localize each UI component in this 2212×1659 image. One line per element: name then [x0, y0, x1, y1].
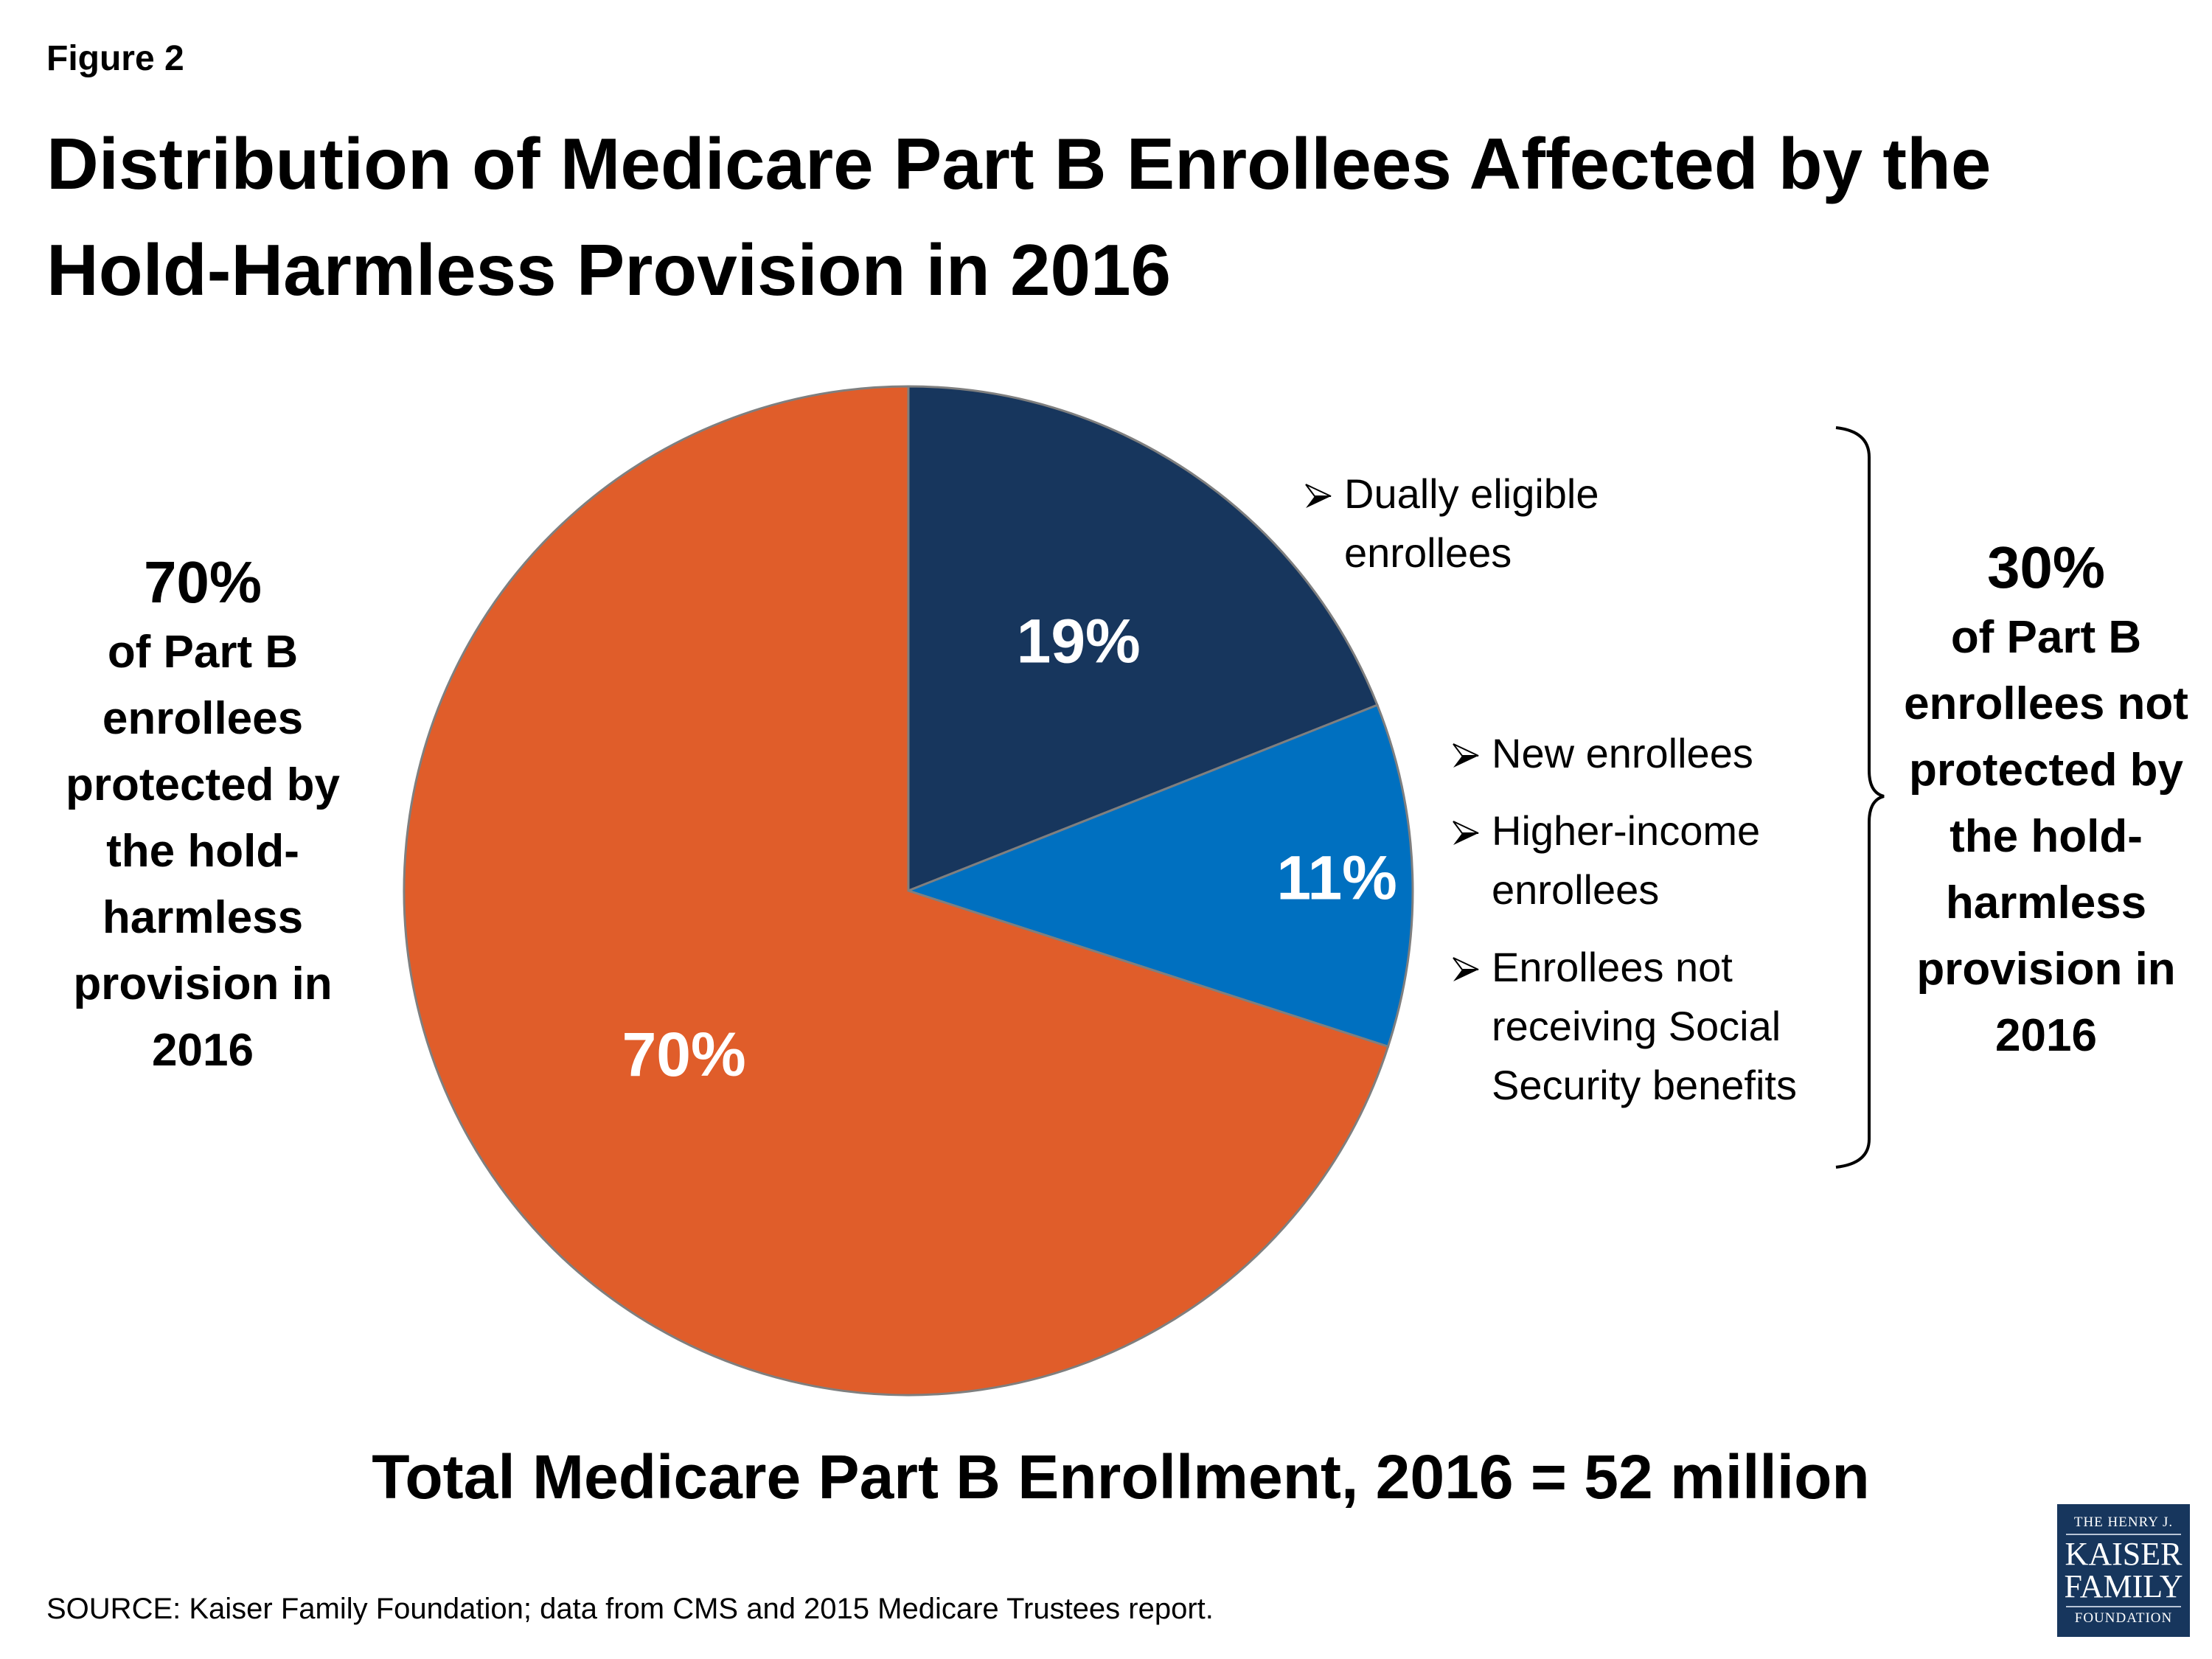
arrow-bullet-icon — [1450, 938, 1483, 997]
logo-text: FOUNDATION — [2074, 1610, 2173, 1626]
right-note-pct: 30% — [1986, 535, 2106, 600]
bullet-text: enrollees — [1344, 529, 1512, 576]
bullet-text: Enrollees not — [1492, 944, 1733, 990]
left-note: 70% of Part B enrollees protected by the ho… — [26, 546, 380, 1084]
logo-text: KAISER — [2065, 1536, 2183, 1572]
logo-text: THE HENRY J. — [2073, 1514, 2174, 1530]
left-note-line: the hold- — [106, 826, 299, 877]
right-note-line: 2016 — [1995, 1010, 2097, 1061]
bullet-text: New enrollees — [1492, 730, 1753, 776]
right-note-line: of Part B — [1950, 612, 2142, 663]
arrow-bullet-icon — [1450, 801, 1483, 860]
bullet-text: receiving Social — [1492, 1003, 1781, 1049]
title-line-1: Distribution of Medicare Part B Enrollee… — [46, 123, 1992, 204]
slice-label: 70% — [622, 1020, 746, 1089]
arrow-bullet-icon — [1303, 465, 1335, 524]
bullet-item: New enrollees — [1453, 724, 1797, 783]
left-note-pct: 70% — [143, 549, 262, 615]
left-note-line: 2016 — [152, 1025, 254, 1076]
chart-title: Distribution of Medicare Part B Enrollee… — [46, 111, 2185, 323]
pie-slice-11 — [905, 703, 1414, 1048]
left-note-line: provision in — [73, 959, 333, 1009]
right-note-line: provision in — [1916, 944, 2176, 995]
logo-text: FAMILY — [2064, 1568, 2183, 1604]
bullet-item: Dually eligible enrollees — [1305, 465, 1599, 582]
right-brace — [1835, 426, 1885, 1169]
left-note-line: enrollees — [102, 693, 304, 744]
kff-logo: THE HENRY J. KAISER FAMILY FOUNDATION — [2057, 1504, 2190, 1637]
pie-slice-70 — [403, 385, 1390, 1397]
left-note-line: of Part B — [107, 627, 299, 678]
bullet-text: enrollees — [1492, 866, 1660, 913]
right-note-line: enrollees not — [1904, 678, 2188, 729]
left-note-line: harmless — [102, 892, 304, 943]
title-line-2: Hold-Harmless Provision in 2016 — [46, 229, 1171, 310]
bullet-item: Higher-income enrollees — [1453, 801, 1797, 919]
source-note: SOURCE: Kaiser Family Foundation; data f… — [46, 1593, 1214, 1625]
right-note-line: the hold- — [1950, 811, 2143, 862]
bullet-text: Dually eligible — [1344, 470, 1599, 517]
slice-label: 11% — [1276, 844, 1397, 913]
right-note-line: harmless — [1945, 877, 2147, 928]
figure-label: Figure 2 — [46, 39, 184, 78]
arrow-bullet-icon — [1450, 724, 1483, 783]
bullet-text: Higher-income — [1492, 807, 1761, 854]
bullet-text: Security benefits — [1492, 1062, 1797, 1108]
total-enrollment: Total Medicare Part B Enrollment, 2016 =… — [372, 1442, 1870, 1512]
left-note-line: protected by — [65, 759, 341, 810]
right-note: 30% of Part B enrollees not protected by th… — [1869, 531, 2212, 1069]
slice-label: 19% — [1017, 607, 1141, 676]
pie-slice-19 — [907, 385, 1379, 893]
right-note-line: protected by — [1908, 745, 2184, 796]
bullet-item: Enrollees not receiving Social Security be… — [1453, 938, 1797, 1115]
